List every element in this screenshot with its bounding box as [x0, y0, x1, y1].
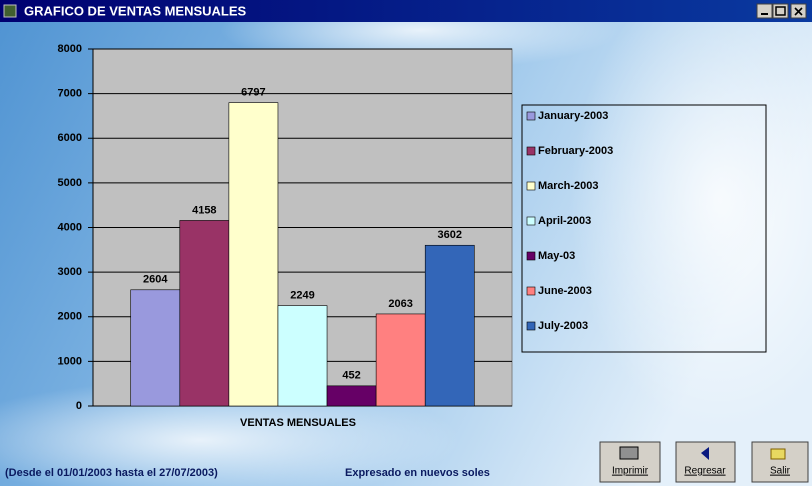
- button-label: Imprimir: [612, 466, 649, 477]
- y-tick-label: 0: [76, 400, 82, 412]
- legend: [521, 104, 767, 353]
- bar: [130, 289, 181, 407]
- legend-label: June-2003: [538, 285, 592, 297]
- legend-label: May-03: [538, 250, 575, 262]
- bar: [375, 313, 426, 407]
- print-button[interactable]: Imprimir: [599, 441, 661, 483]
- legend-label: April-2003: [538, 215, 591, 227]
- data-label: 2249: [290, 290, 314, 302]
- y-tick-label: 6000: [58, 132, 82, 144]
- y-tick-label: 7000: [58, 88, 82, 100]
- y-tick-label: 4000: [58, 221, 82, 233]
- printer-icon: [619, 446, 639, 460]
- back-button[interactable]: Regresar: [675, 441, 736, 483]
- window-controls[interactable]: [756, 3, 807, 19]
- data-label: 3602: [438, 229, 462, 241]
- data-label: 452: [342, 370, 360, 382]
- legend-label: July-2003: [538, 320, 588, 332]
- date-range: (Desde el 01/01/2003 hasta el 27/07/2003…: [5, 467, 218, 479]
- data-label: 2063: [388, 298, 412, 310]
- data-label: 4158: [192, 204, 216, 216]
- button-label: Regresar: [684, 466, 726, 477]
- data-label: 6797: [241, 87, 265, 99]
- legend-label: February-2003: [538, 145, 613, 157]
- x-axis-label: VENTAS MENSUALES: [240, 417, 356, 429]
- bar: [179, 220, 230, 407]
- y-tick-label: 3000: [58, 266, 82, 278]
- legend-label: January-2003: [538, 110, 608, 122]
- data-label: 2604: [143, 274, 168, 286]
- units-note: Expresado en nuevos soles: [345, 467, 490, 479]
- button-face[interactable]: [599, 441, 661, 483]
- title-bar: [0, 0, 812, 22]
- legend-swatch: [526, 181, 536, 191]
- legend-swatch: [526, 146, 536, 156]
- y-tick-label: 2000: [58, 311, 82, 323]
- bar: [424, 244, 475, 407]
- bar: [228, 102, 279, 407]
- cloud: [0, 380, 460, 486]
- legend-swatch: [526, 321, 536, 331]
- legend-swatch: [526, 286, 536, 296]
- exit-button[interactable]: Salir: [751, 441, 809, 483]
- legend-swatch: [526, 111, 536, 121]
- y-tick-label: 5000: [58, 177, 82, 189]
- minimize-button[interactable]: [756, 3, 773, 19]
- y-tick-label: 8000: [58, 43, 82, 55]
- bar: [277, 305, 328, 407]
- button-label: Salir: [770, 466, 791, 477]
- legend-label: March-2003: [538, 180, 599, 192]
- legend-swatch: [526, 216, 536, 226]
- cloud: [570, 0, 812, 430]
- maximize-icon: [775, 6, 786, 16]
- bar: [326, 385, 377, 407]
- button-face[interactable]: [675, 441, 736, 483]
- close-icon: [794, 7, 803, 16]
- app-icon: [3, 4, 17, 18]
- minimize-icon: [761, 13, 768, 15]
- back-icon: [701, 447, 709, 460]
- exit-icon: [770, 448, 786, 460]
- y-tick-label: 1000: [58, 355, 82, 367]
- legend-swatch: [526, 251, 536, 261]
- window-title: GRAFICO DE VENTAS MENSUALES: [24, 3, 247, 18]
